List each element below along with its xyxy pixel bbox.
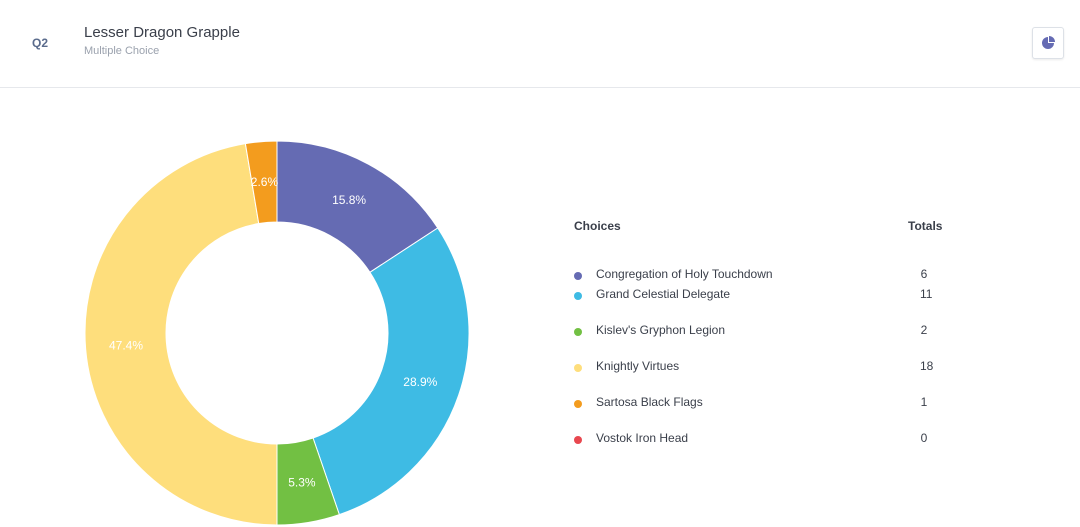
legend-choice-label: Grand Celestial Delegate xyxy=(596,287,731,301)
legend-choice-label: Congregation of Holy Touchdown xyxy=(596,267,773,281)
legend-color-dot xyxy=(574,272,582,280)
legend-color-dot xyxy=(574,364,582,372)
legend-total-value: 11 xyxy=(920,287,933,301)
legend-choice-label: Vostok Iron Head xyxy=(596,431,689,445)
pie-chart-icon xyxy=(1042,36,1055,49)
slice-percent-label: 15.8% xyxy=(332,193,366,207)
legend-color-dot xyxy=(574,292,582,300)
slice-percent-label: 2.6% xyxy=(251,175,279,189)
legend-row: Vostok Iron Head 0 xyxy=(574,431,954,467)
legend-choice-label: Sartosa Black Flags xyxy=(596,395,703,409)
chart-type-toggle-button[interactable] xyxy=(1032,27,1064,59)
legend-total-value: 6 xyxy=(920,267,928,281)
legend-row: Kislev's Gryphon Legion 2 xyxy=(574,323,954,359)
choices-header: Choices xyxy=(574,219,621,233)
slice-percent-label: 47.4% xyxy=(109,339,143,353)
legend-total-value: 18 xyxy=(920,359,934,373)
donut-slice[interactable] xyxy=(84,143,278,526)
donut-slice[interactable] xyxy=(312,227,470,516)
legend-total-value: 0 xyxy=(920,431,928,445)
legend-color-dot xyxy=(574,436,582,444)
slice-percent-label: 5.3% xyxy=(288,475,316,489)
totals-header: Totals xyxy=(908,219,943,233)
legend-row: Congregation of Holy Touchdown 6 xyxy=(574,267,954,303)
question-header: Q2 Lesser Dragon Grapple Multiple Choice xyxy=(0,0,1080,88)
slice-percent-label: 28.9% xyxy=(403,375,437,389)
legend-total-value: 1 xyxy=(920,395,928,409)
legend-row: Sartosa Black Flags 1 xyxy=(574,395,954,431)
legend-choice-label: Kislev's Gryphon Legion xyxy=(596,323,726,337)
legend-color-dot xyxy=(574,328,582,336)
donut-slice[interactable] xyxy=(244,140,278,225)
question-type: Multiple Choice xyxy=(84,45,160,57)
question-title: Lesser Dragon Grapple xyxy=(84,24,240,41)
legend-total-value: 2 xyxy=(920,323,928,337)
donut-chart-area: 15.8% 28.9% 5.3% 47.4% 2.6% xyxy=(0,89,540,527)
donut-chart: 15.8% 28.9% 5.3% 47.4% 2.6% xyxy=(84,140,470,526)
legend-header: Choices Totals xyxy=(574,217,954,237)
legend-row: Grand Celestial Delegate 11 xyxy=(574,287,954,323)
legend-row: Knightly Virtues 18 xyxy=(574,359,954,395)
legend-color-dot xyxy=(574,400,582,408)
question-number: Q2 xyxy=(32,36,49,50)
legend-choice-label: Knightly Virtues xyxy=(596,359,680,373)
choices-legend: Choices Totals Congregation of Holy Touc… xyxy=(574,217,954,445)
